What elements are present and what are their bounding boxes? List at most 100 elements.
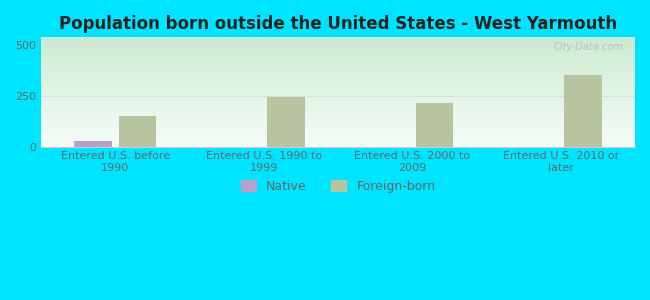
Bar [41, 107, 635, 108]
Bar [41, 129, 635, 130]
Bar [41, 99, 635, 100]
Bar [41, 89, 635, 90]
Bar [41, 146, 635, 147]
Bar [41, 55, 635, 56]
Bar [41, 63, 635, 64]
Bar [41, 56, 635, 57]
Bar [41, 123, 635, 124]
Bar [41, 135, 635, 136]
Bar [41, 103, 635, 104]
Bar [41, 77, 635, 78]
Bar [41, 67, 635, 68]
Bar [41, 119, 635, 120]
Bar [41, 97, 635, 98]
Bar [41, 96, 635, 97]
Bar [41, 114, 635, 115]
Bar [41, 48, 635, 49]
Bar [41, 60, 635, 61]
Bar [41, 112, 635, 113]
Bar [41, 90, 635, 91]
Bar [41, 40, 635, 41]
Bar [41, 115, 635, 116]
Text: City-Data.com: City-Data.com [554, 42, 623, 52]
Bar [41, 92, 635, 93]
Bar [41, 61, 635, 62]
Bar [41, 44, 635, 45]
Bar [41, 144, 635, 145]
Bar [41, 98, 635, 99]
Bar [41, 139, 635, 140]
Bar [41, 145, 635, 146]
Title: Population born outside the United States - West Yarmouth: Population born outside the United State… [59, 15, 617, 33]
Bar [41, 53, 635, 54]
Bar [41, 142, 635, 143]
Bar [41, 120, 635, 121]
Bar [41, 74, 635, 75]
Bar [119, 116, 156, 147]
Bar [41, 83, 635, 84]
Bar [41, 50, 635, 51]
Bar [41, 45, 635, 46]
Bar [41, 57, 635, 58]
Bar [41, 64, 635, 65]
Bar [41, 61, 635, 62]
Bar [41, 121, 635, 122]
Bar [41, 47, 635, 48]
Bar [41, 70, 635, 71]
Bar [41, 52, 635, 53]
Bar [41, 116, 635, 117]
Bar [41, 68, 635, 69]
Legend: Native, Foreign-born: Native, Foreign-born [236, 175, 440, 198]
Bar [41, 46, 635, 47]
Bar [41, 106, 635, 107]
Bar [41, 71, 635, 72]
Bar [41, 39, 635, 40]
Bar [41, 133, 635, 134]
Bar [41, 80, 635, 81]
Bar [41, 42, 635, 43]
Bar [41, 66, 635, 67]
Bar [41, 94, 635, 95]
Bar [41, 136, 635, 137]
Bar [41, 51, 635, 52]
Bar [41, 79, 635, 80]
Bar [41, 76, 635, 77]
Bar [41, 59, 635, 60]
Bar [41, 126, 635, 127]
Bar [41, 110, 635, 111]
Bar [41, 143, 635, 144]
Bar [41, 131, 635, 132]
Bar [41, 104, 635, 105]
Bar [41, 100, 635, 101]
Bar [41, 122, 635, 123]
Bar [41, 43, 635, 44]
Bar [41, 102, 635, 103]
Bar [41, 130, 635, 131]
Bar [41, 95, 635, 96]
Bar [41, 49, 635, 50]
Bar [416, 103, 453, 147]
Bar [41, 37, 635, 38]
Bar [41, 140, 635, 141]
Bar [41, 87, 635, 88]
Bar [41, 141, 635, 142]
Bar [41, 58, 635, 59]
Bar [41, 118, 635, 119]
Bar [41, 88, 635, 89]
Bar [41, 117, 635, 118]
Bar [41, 62, 635, 63]
Bar [41, 124, 635, 125]
Bar [41, 125, 635, 126]
Bar [564, 75, 602, 147]
Bar [41, 81, 635, 82]
Bar [41, 108, 635, 109]
Bar [41, 128, 635, 129]
Bar [41, 105, 635, 106]
Bar [41, 84, 635, 85]
Bar [41, 82, 635, 83]
Bar [41, 78, 635, 79]
Bar [41, 65, 635, 66]
Bar [41, 137, 635, 138]
Bar [267, 97, 305, 147]
Bar [41, 111, 635, 112]
